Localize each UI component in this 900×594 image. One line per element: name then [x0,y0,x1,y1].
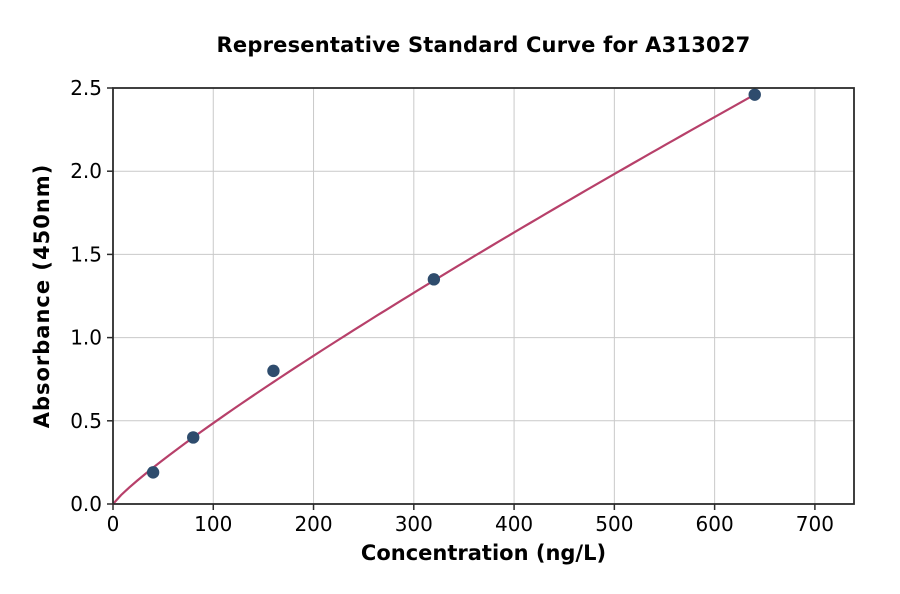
x-tick-label: 300 [395,512,433,536]
data-point [146,466,160,479]
x-tick-label: 700 [796,512,834,536]
x-tick-label: 200 [294,512,332,536]
data-point [748,88,761,101]
x-tick-label: 500 [595,512,633,536]
x-tick-label: 100 [194,512,232,536]
y-tick-label: 1.5 [70,242,102,266]
y-tick-label: 0.5 [70,409,102,433]
y-axis-label: Absorbance (450nm) [30,163,54,429]
y-tick-label: 2.0 [70,159,102,183]
y-tick-label: 2.5 [70,76,102,100]
y-tick-label: 1.0 [70,326,102,350]
fit-curve [111,93,756,506]
x-tick-label: 0 [107,512,120,536]
x-tick-label: 400 [495,512,533,536]
y-tick-label: 0.0 [70,492,102,516]
data-point [427,273,441,286]
x-axis-label: Concentration (ng/L) [360,541,607,565]
data-point [187,431,200,444]
x-tick-label: 600 [696,512,734,536]
chart-title: Representative Standard Curve for A31302… [216,33,751,57]
plot-border [112,87,855,505]
data-point [267,364,280,378]
